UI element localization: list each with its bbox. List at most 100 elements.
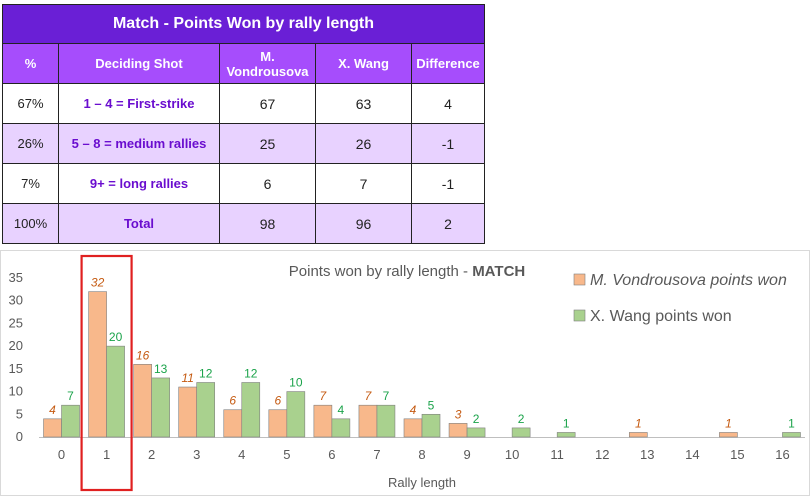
x-tick-label: 15	[730, 447, 744, 462]
row-pct: 67%	[2, 83, 59, 124]
legend-label-series1: M. Vondrousova points won	[590, 272, 787, 289]
y-tick-label: 35	[9, 270, 23, 285]
y-tick-label: 15	[9, 361, 23, 376]
row-player1: 25	[219, 123, 316, 164]
row-player2: 7	[315, 163, 412, 204]
header-pct: %	[2, 43, 59, 84]
table-row: 7% 9+ = long rallies 6 7 -1	[2, 163, 485, 204]
bar-series1	[178, 386, 198, 438]
data-label-series1: 7	[365, 389, 373, 403]
x-tick-label: 12	[595, 447, 609, 462]
data-label-series2: 1	[788, 416, 795, 430]
x-tick-label: 9	[463, 447, 470, 462]
data-label-series1: 32	[91, 276, 105, 290]
row-pct: 26%	[2, 123, 59, 164]
x-tick-label: 16	[775, 447, 789, 462]
data-label-series2: 7	[383, 389, 390, 403]
row-player2: 96	[315, 203, 412, 244]
y-tick-label: 20	[9, 338, 23, 353]
row-difference: 4	[411, 83, 485, 124]
row-label: 5 – 8 = medium rallies	[58, 123, 220, 164]
row-player1: 67	[219, 83, 316, 124]
row-pct: 7%	[2, 163, 59, 204]
row-difference: -1	[411, 123, 485, 164]
data-label-series2: 7	[67, 389, 74, 403]
header-difference: Difference	[411, 43, 485, 84]
data-label-series1: 1	[635, 416, 642, 430]
bar-series2	[466, 427, 486, 438]
x-tick-label: 1	[103, 447, 110, 462]
table-title: Match - Points Won by rally length	[2, 4, 485, 44]
chart-title-bold: MATCH	[472, 263, 525, 280]
rally-length-chart: Points won by rally length - MATCH051015…	[9, 254, 805, 492]
legend-label-series2: X. Wang points won	[590, 308, 732, 325]
row-player2: 26	[315, 123, 412, 164]
data-label-series2: 5	[428, 398, 435, 412]
chart-area: Points won by rally length - MATCH 0 5 10 15…	[0, 250, 810, 496]
data-label-series1: 16	[136, 348, 150, 362]
bar-series1	[403, 418, 423, 438]
x-tick-label: 5	[283, 447, 290, 462]
y-tick-label: 5	[16, 406, 23, 421]
legend-swatch-series2	[573, 309, 586, 322]
row-label: Total	[58, 203, 220, 244]
table-header-row: % Deciding Shot M. Vondrousova X. Wang Di…	[2, 43, 485, 84]
row-player1: 6	[219, 163, 316, 204]
bar-series1	[358, 404, 378, 438]
x-tick-label: 7	[373, 447, 380, 462]
data-label-series1: 6	[229, 394, 236, 408]
data-label-series2: 2	[518, 412, 525, 426]
data-label-series1: 3	[455, 407, 462, 421]
bar-series2	[331, 418, 351, 438]
y-tick-label: 30	[9, 293, 23, 308]
x-tick-label: 0	[58, 447, 65, 462]
bar-series1	[223, 409, 243, 438]
data-label-series2: 12	[199, 366, 213, 380]
bar-series1	[628, 432, 648, 438]
table-title-row: Match - Points Won by rally length	[2, 4, 485, 44]
row-difference: -1	[411, 163, 485, 204]
bar-series1	[719, 432, 738, 438]
bar-series2	[556, 432, 576, 438]
y-tick-label: 25	[9, 315, 23, 330]
data-label-series2: 10	[289, 376, 303, 390]
bar-series2	[61, 404, 80, 438]
data-label-series1: 1	[725, 416, 732, 430]
bar-series1	[88, 291, 107, 438]
table-row: 67% 1 – 4 = First-strike 67 63 4	[2, 83, 485, 124]
row-player1: 98	[219, 203, 316, 244]
bar-series2	[151, 377, 170, 438]
bar-series2	[286, 391, 306, 438]
data-label-series2: 12	[244, 366, 258, 380]
header-player1-line1: M.	[260, 48, 275, 64]
y-tick-label: 0	[16, 429, 23, 444]
data-label-series2: 4	[338, 403, 345, 417]
data-label-series2: 20	[109, 330, 123, 344]
data-label-series2: 1	[563, 416, 570, 430]
data-label-series1: 7	[320, 389, 328, 403]
bar-series2	[782, 432, 801, 438]
x-tick-label: 14	[685, 447, 699, 462]
table-row: 26% 5 – 8 = medium rallies 25 26 -1	[2, 123, 485, 164]
points-table: Match - Points Won by rally length % Dec…	[2, 4, 485, 244]
legend-swatch-series1	[573, 273, 586, 286]
bar-series2	[511, 427, 531, 438]
bar-series2	[241, 382, 261, 438]
row-pct: 100%	[2, 203, 59, 244]
x-axis-label: Rally length	[388, 475, 456, 490]
highlight-box	[80, 254, 133, 492]
chart-title-prefix: Points won by rally length -	[289, 263, 472, 280]
data-label-series1: 6	[274, 394, 281, 408]
header-player1-line2: Vondrousova	[226, 63, 309, 79]
table-row: 100% Total 98 96 2	[2, 203, 485, 244]
row-label: 9+ = long rallies	[58, 163, 220, 204]
header-deciding-shot: Deciding Shot	[58, 43, 220, 84]
y-tick-label: 10	[9, 384, 23, 399]
x-tick-label: 10	[505, 447, 519, 462]
row-label: 1 – 4 = First-strike	[58, 83, 220, 124]
row-difference: 2	[411, 203, 485, 244]
data-label-series1: 4	[410, 403, 417, 417]
bar-series2	[376, 404, 396, 438]
header-player2: X. Wang	[315, 43, 412, 84]
x-tick-label: 13	[640, 447, 654, 462]
